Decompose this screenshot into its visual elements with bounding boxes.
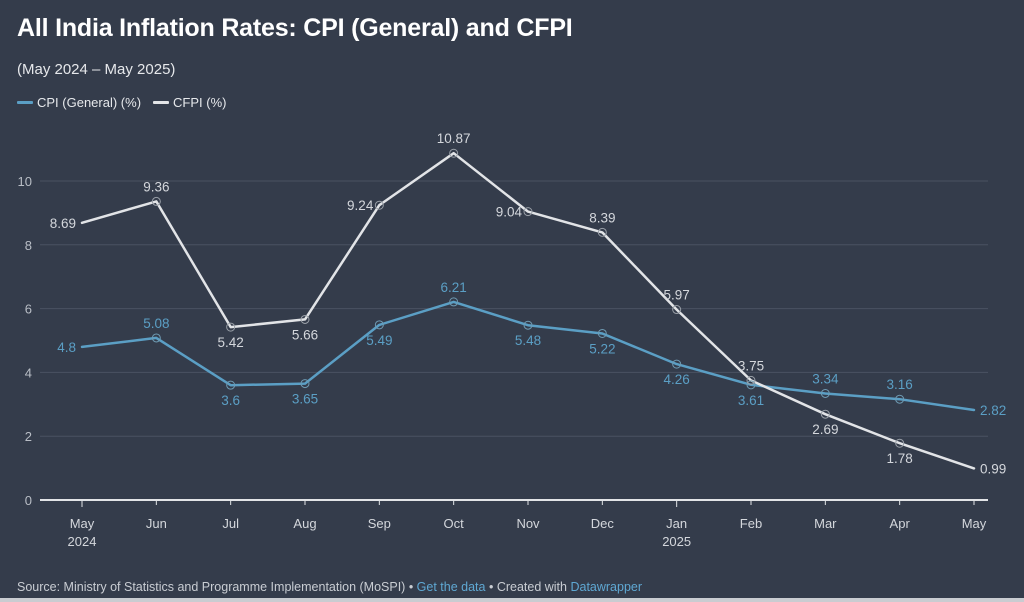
created-with-text: Created with <box>496 580 571 594</box>
cpi-point <box>300 379 310 389</box>
separator: • <box>405 580 417 594</box>
cfpi-data-label: 9.04 <box>496 205 523 220</box>
x-tick-label: Aug <box>293 516 316 531</box>
cpi-data-label: 5.22 <box>589 341 615 356</box>
cpi-line <box>80 300 976 412</box>
cfpi-data-label: 1.78 <box>887 451 913 466</box>
series-points <box>151 148 905 448</box>
cfpi-point <box>374 200 384 210</box>
x-tick-label: Sep <box>368 516 391 531</box>
cfpi-point <box>300 314 310 324</box>
cfpi-data-label: 2.69 <box>812 422 838 437</box>
source-text: Source: Ministry of Statistics and Progr… <box>17 580 406 594</box>
y-tick-label: 2 <box>25 429 32 444</box>
cpi-data-label: 2.82 <box>980 403 1006 418</box>
cpi-point <box>523 320 533 330</box>
cpi-point <box>449 297 459 307</box>
x-tick-label: May <box>70 516 95 531</box>
cpi-point <box>226 380 236 390</box>
cpi-point <box>672 359 682 369</box>
x-tick-label: Dec <box>591 516 615 531</box>
legend-swatch-cfpi <box>153 101 170 104</box>
footer: Source: Ministry of Statistics and Progr… <box>17 580 642 594</box>
y-tick-label: 4 <box>25 365 32 380</box>
chart-title: All India Inflation Rates: CPI (General)… <box>17 14 573 42</box>
cfpi-data-label: 9.24 <box>347 198 374 213</box>
datawrapper-link[interactable]: Datawrapper <box>570 580 643 594</box>
x-tick-label: Jul <box>222 516 239 531</box>
cpi-data-label: 3.61 <box>738 393 764 408</box>
legend-label-cfpi: CFPI (%) <box>173 95 227 110</box>
cfpi-point <box>672 305 682 315</box>
gridlines <box>40 180 988 437</box>
cfpi-point <box>523 207 533 217</box>
cfpi-data-label: 8.39 <box>589 210 615 225</box>
cfpi-point <box>151 196 161 206</box>
y-tick-label: 0 <box>25 493 32 508</box>
x-tick-label: Jan <box>666 516 687 531</box>
y-tick-label: 6 <box>25 302 32 317</box>
x-tick-label: Jun <box>146 516 167 531</box>
cfpi-data-label: 0.99 <box>980 461 1006 476</box>
x-tick-sublabel: 2024 <box>68 534 97 549</box>
legend-item-cpi: CPI (General) (%) <box>17 95 141 110</box>
cpi-data-label: 3.65 <box>292 392 318 407</box>
series-lines <box>80 151 976 470</box>
data-labels: 4.8 5.08 3.6 3.65 5.49 6.21 5.48 5.22 4.26 3.61 3.… <box>50 131 1007 476</box>
cpi-data-label: 5.49 <box>366 333 392 348</box>
get-the-data-link[interactable]: Get the data <box>416 580 486 594</box>
cpi-data-label: 3.6 <box>221 393 240 408</box>
cpi-data-label: 4.8 <box>57 340 76 355</box>
cpi-point <box>820 388 830 398</box>
cfpi-line <box>80 151 976 470</box>
cfpi-point <box>226 322 236 332</box>
cfpi-data-label: 8.69 <box>50 216 76 231</box>
cpi-data-label: 5.48 <box>515 333 541 348</box>
cfpi-data-label: 5.66 <box>292 327 318 342</box>
cfpi-data-label: 5.42 <box>218 335 244 350</box>
x-tick-label: Apr <box>890 516 911 531</box>
cfpi-point <box>449 148 459 158</box>
cfpi-point <box>820 409 830 419</box>
cpi-point <box>151 333 161 343</box>
cpi-data-label: 3.16 <box>887 377 913 392</box>
cpi-point <box>597 328 607 338</box>
cfpi-data-label: 10.87 <box>437 131 471 146</box>
cpi-point <box>895 394 905 404</box>
cpi-data-label: 6.21 <box>441 280 467 295</box>
x-tick-label: Nov <box>516 516 540 531</box>
x-axis: May 2024 Jun Jul Aug Sep Oct Nov Dec Jan 2025 Feb Ma… <box>40 499 988 549</box>
cfpi-point <box>895 438 905 448</box>
cpi-point <box>746 380 756 390</box>
chart-subtitle: (May 2024 – May 2025) <box>17 61 176 78</box>
x-tick-label: May <box>962 516 987 531</box>
cpi-data-label: 3.34 <box>812 371 839 386</box>
legend: CPI (General) (%) CFPI (%) <box>17 95 226 110</box>
x-tick-label: Feb <box>740 516 762 531</box>
cfpi-data-label: 3.75 <box>738 358 764 373</box>
y-axis-ticks: 0 2 4 6 8 10 <box>18 174 32 508</box>
legend-swatch-cpi <box>17 101 33 104</box>
separator: • <box>485 580 497 594</box>
cpi-data-label: 5.08 <box>143 316 169 331</box>
cpi-point <box>374 320 384 330</box>
y-tick-label: 8 <box>25 238 32 253</box>
cpi-data-label: 4.26 <box>664 372 690 387</box>
legend-label-cpi: CPI (General) (%) <box>37 95 142 110</box>
cfpi-data-label: 5.97 <box>664 288 690 303</box>
cfpi-point <box>597 227 607 237</box>
x-tick-sublabel: 2025 <box>662 534 691 549</box>
y-tick-label: 10 <box>18 174 32 189</box>
bottom-border <box>0 598 1024 602</box>
cfpi-data-label: 9.36 <box>143 179 169 194</box>
legend-item-cfpi: CFPI (%) <box>153 95 226 110</box>
x-tick-label: Mar <box>814 516 837 531</box>
cfpi-point <box>746 375 756 385</box>
x-tick-label: Oct <box>444 516 465 531</box>
